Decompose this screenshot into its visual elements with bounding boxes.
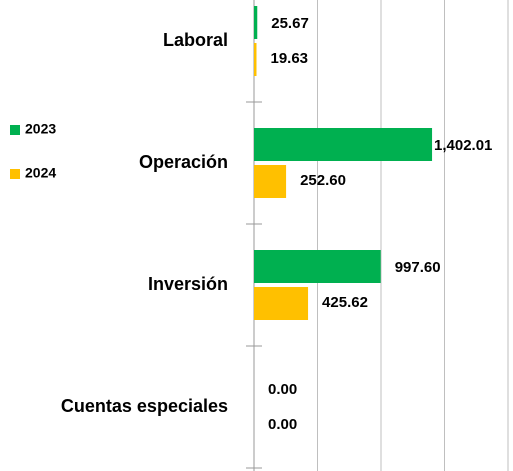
legend-swatch [10,169,20,179]
legend-swatch [10,125,20,135]
bar [254,6,258,39]
value-label: 0.00 [268,416,297,433]
value-label: 25.67 [271,15,309,32]
bar [254,287,309,320]
value-label: 19.63 [270,50,308,67]
bar [254,43,257,76]
category-label: Cuentas especiales [61,396,228,416]
value-label: 1,402.01 [434,137,492,154]
bar [254,128,433,161]
category-label: Operación [139,152,228,172]
value-label: 997.60 [395,259,441,276]
bar [254,250,381,283]
category-label: Inversión [148,274,228,294]
value-label: 252.60 [300,172,346,189]
value-label: 425.62 [322,294,368,311]
value-label: 0.00 [268,381,297,398]
category-label: Laboral [163,30,228,50]
legend-label: 2023 [25,121,56,137]
legend-label: 2024 [25,165,56,181]
bar [254,165,287,198]
